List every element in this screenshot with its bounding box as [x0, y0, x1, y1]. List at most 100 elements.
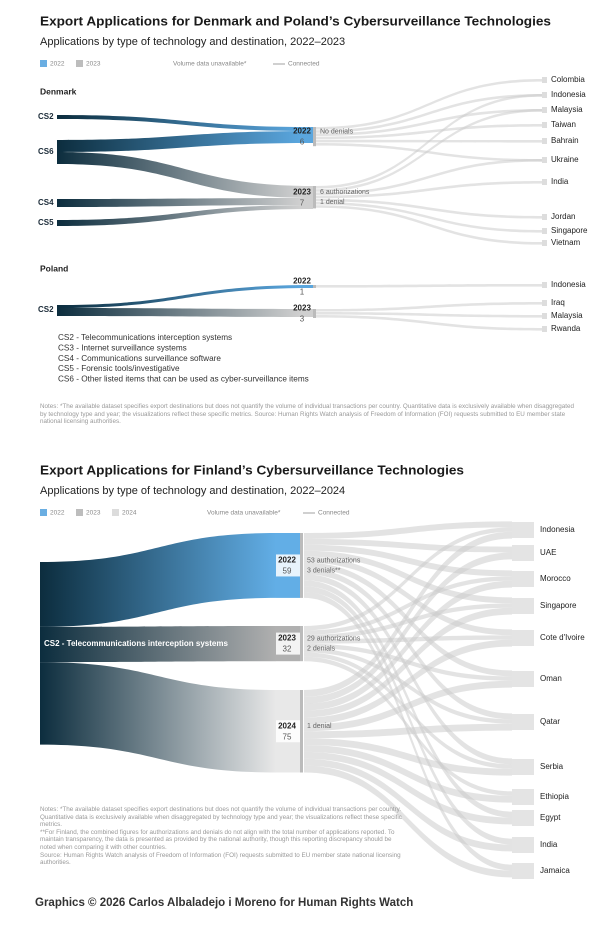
legend-swatch: [76, 509, 83, 516]
source-flow: [40, 662, 276, 773]
connection-flow: [304, 607, 512, 718]
legend-swatch: [112, 509, 119, 516]
source-flow: [40, 533, 276, 627]
note: **For Finland, the combined figures for …: [40, 828, 395, 851]
source-label: CS2: [38, 112, 54, 121]
year-note: 1 denial: [307, 723, 332, 730]
connection-flow: [316, 181, 542, 199]
destination-label: Singapore: [551, 226, 588, 235]
key-item: CS3 - Internet surveillance systems: [58, 343, 187, 352]
destination-bar: [542, 107, 547, 113]
subtitle: Applications by type of technology and d…: [40, 36, 345, 48]
destination-label: Ukraine: [551, 155, 579, 164]
year-count: 6: [300, 138, 305, 147]
destination-label: Cote d'Ivoire: [540, 633, 585, 642]
year-node: [300, 626, 303, 662]
year-count: 59: [283, 567, 292, 576]
year-label: 2024: [278, 721, 296, 730]
year-node: [313, 127, 316, 147]
destination-label: Malaysia: [551, 105, 583, 114]
year-node: [313, 285, 316, 288]
notes-finland: Notes: *The available dataset specifies …: [40, 806, 402, 867]
destination-bar: [542, 313, 547, 319]
year-note: 2 denials: [307, 645, 336, 652]
destination-bar: [542, 300, 547, 306]
destination-bar: [512, 863, 534, 879]
notes-denmark-poland: Notes: *The available dataset specifies …: [40, 403, 580, 426]
destination-label: Oman: [540, 674, 562, 683]
connection-flow: [304, 680, 512, 732]
legend-label: 2022: [50, 61, 65, 68]
connection-flow: [304, 738, 512, 776]
source-flow: [57, 285, 313, 308]
key-item: CS5 - Forensic tools/investigative: [58, 364, 180, 373]
year-node: [300, 533, 303, 598]
legend-label: 2024: [122, 510, 137, 517]
destination-label: Jordan: [551, 212, 575, 221]
country-label: Denmark: [40, 86, 77, 96]
connection-flow: [316, 109, 542, 192]
connection-flow: [304, 580, 512, 711]
country-label: Poland: [40, 263, 68, 273]
destination-bar: [512, 598, 534, 614]
destination-label: Egypt: [540, 813, 561, 822]
connection-flow: [304, 586, 512, 845]
year-label: 2023: [293, 187, 311, 196]
note: Notes: *The available dataset specifies …: [40, 403, 575, 426]
destination-bar: [512, 837, 534, 853]
destination-bar: [542, 214, 547, 220]
connection-flow: [316, 124, 542, 140]
destination-label: Colombia: [551, 75, 585, 84]
destination-bar: [512, 671, 534, 687]
year-label-bg: [276, 632, 300, 655]
legend-swatch: [76, 60, 83, 67]
year-count: 7: [300, 198, 305, 207]
connection-flow: [316, 198, 542, 219]
destination-bar: [542, 92, 547, 98]
connection-flow: [304, 652, 512, 769]
destination-label: Morocco: [540, 574, 571, 583]
destination-label: Indonesia: [540, 525, 575, 534]
year-note: 6 authorizations: [320, 189, 370, 196]
legend-label: Connected: [288, 61, 320, 68]
year-count: 1: [300, 288, 305, 297]
title: Export Applications for Denmark and Pola…: [40, 13, 551, 28]
destination-bar: [512, 759, 534, 775]
source-label: CS2 - Telecommunications interception sy…: [44, 639, 228, 648]
connection-flow: [316, 79, 542, 130]
year-label: 2022: [293, 277, 311, 286]
connection-flow: [304, 635, 512, 644]
destination-bar: [542, 240, 547, 246]
title: Export Applications for Finland’s Cybers…: [40, 462, 464, 477]
destination-label: Iraq: [551, 298, 565, 307]
connection-flow: [316, 94, 542, 133]
key-item: CS6 - Other listed items that can be use…: [58, 374, 309, 383]
source-label: CS5: [38, 218, 54, 227]
destination-label: Serbia: [540, 762, 564, 771]
connection-flow: [304, 751, 512, 825]
destination-label: Indonesia: [551, 280, 586, 289]
year-note: 1 denial: [320, 199, 345, 206]
year-count: 3: [300, 315, 305, 324]
source-label: CS4: [38, 198, 54, 207]
connection-flow: [304, 758, 512, 852]
year-note: No denials: [320, 128, 354, 135]
source-flow: [57, 308, 313, 317]
year-label: 2023: [293, 304, 311, 313]
destination-label: Taiwan: [551, 120, 576, 129]
legend-label: Connected: [318, 510, 350, 517]
credit: Graphics © 2026 Carlos Albaladejo i More…: [35, 897, 413, 909]
destination-bar: [512, 789, 534, 805]
destination-bar: [512, 630, 534, 646]
connection-flow: [316, 302, 542, 312]
year-label: 2023: [278, 634, 296, 643]
source-label: CS6: [38, 147, 54, 156]
connection-flow: [304, 765, 512, 878]
source-flow: [57, 205, 313, 226]
source-flow: [57, 131, 313, 152]
source-flow: [57, 152, 313, 198]
destination-label: Qatar: [540, 717, 560, 726]
connection-flow: [304, 745, 512, 803]
note: Source: Human Rights Watch analysis of F…: [40, 851, 401, 867]
destination-label: Vietnam: [551, 238, 581, 247]
